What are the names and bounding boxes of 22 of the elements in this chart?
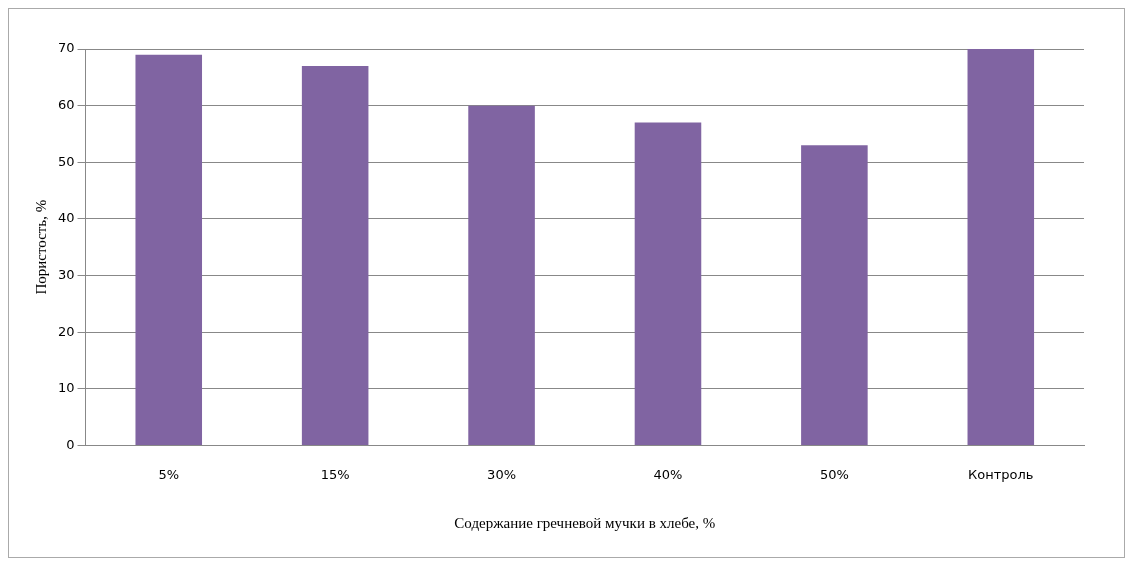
y-tick-label: 10: [58, 380, 75, 396]
bar: [634, 122, 702, 445]
x-tick-label: 5%: [158, 466, 180, 482]
y-tick-label: 50: [58, 153, 75, 169]
y-tick-label: 60: [58, 97, 75, 112]
x-tick-label: 30%: [487, 466, 517, 482]
x-tick-label: Контроль: [968, 466, 1034, 482]
x-tick-label: 15%: [320, 466, 350, 482]
y-tick-label: 40: [58, 210, 75, 226]
y-tick-label: 0: [66, 436, 75, 452]
bar: [967, 49, 1035, 445]
x-tick-label: 40%: [653, 466, 683, 482]
bar: [135, 54, 203, 445]
y-tick-label: 20: [58, 323, 75, 339]
bar: [801, 145, 868, 445]
x-tick-label: 50%: [819, 466, 849, 482]
y-tick-label: 30: [58, 266, 75, 282]
y-tick-label: 70: [58, 40, 75, 56]
y-axis-title: Пористость, %: [32, 199, 49, 295]
x-axis-title: Содержание гречневой мучки в хлебе, %: [454, 514, 716, 531]
bar: [301, 65, 369, 445]
bar: [468, 105, 535, 445]
